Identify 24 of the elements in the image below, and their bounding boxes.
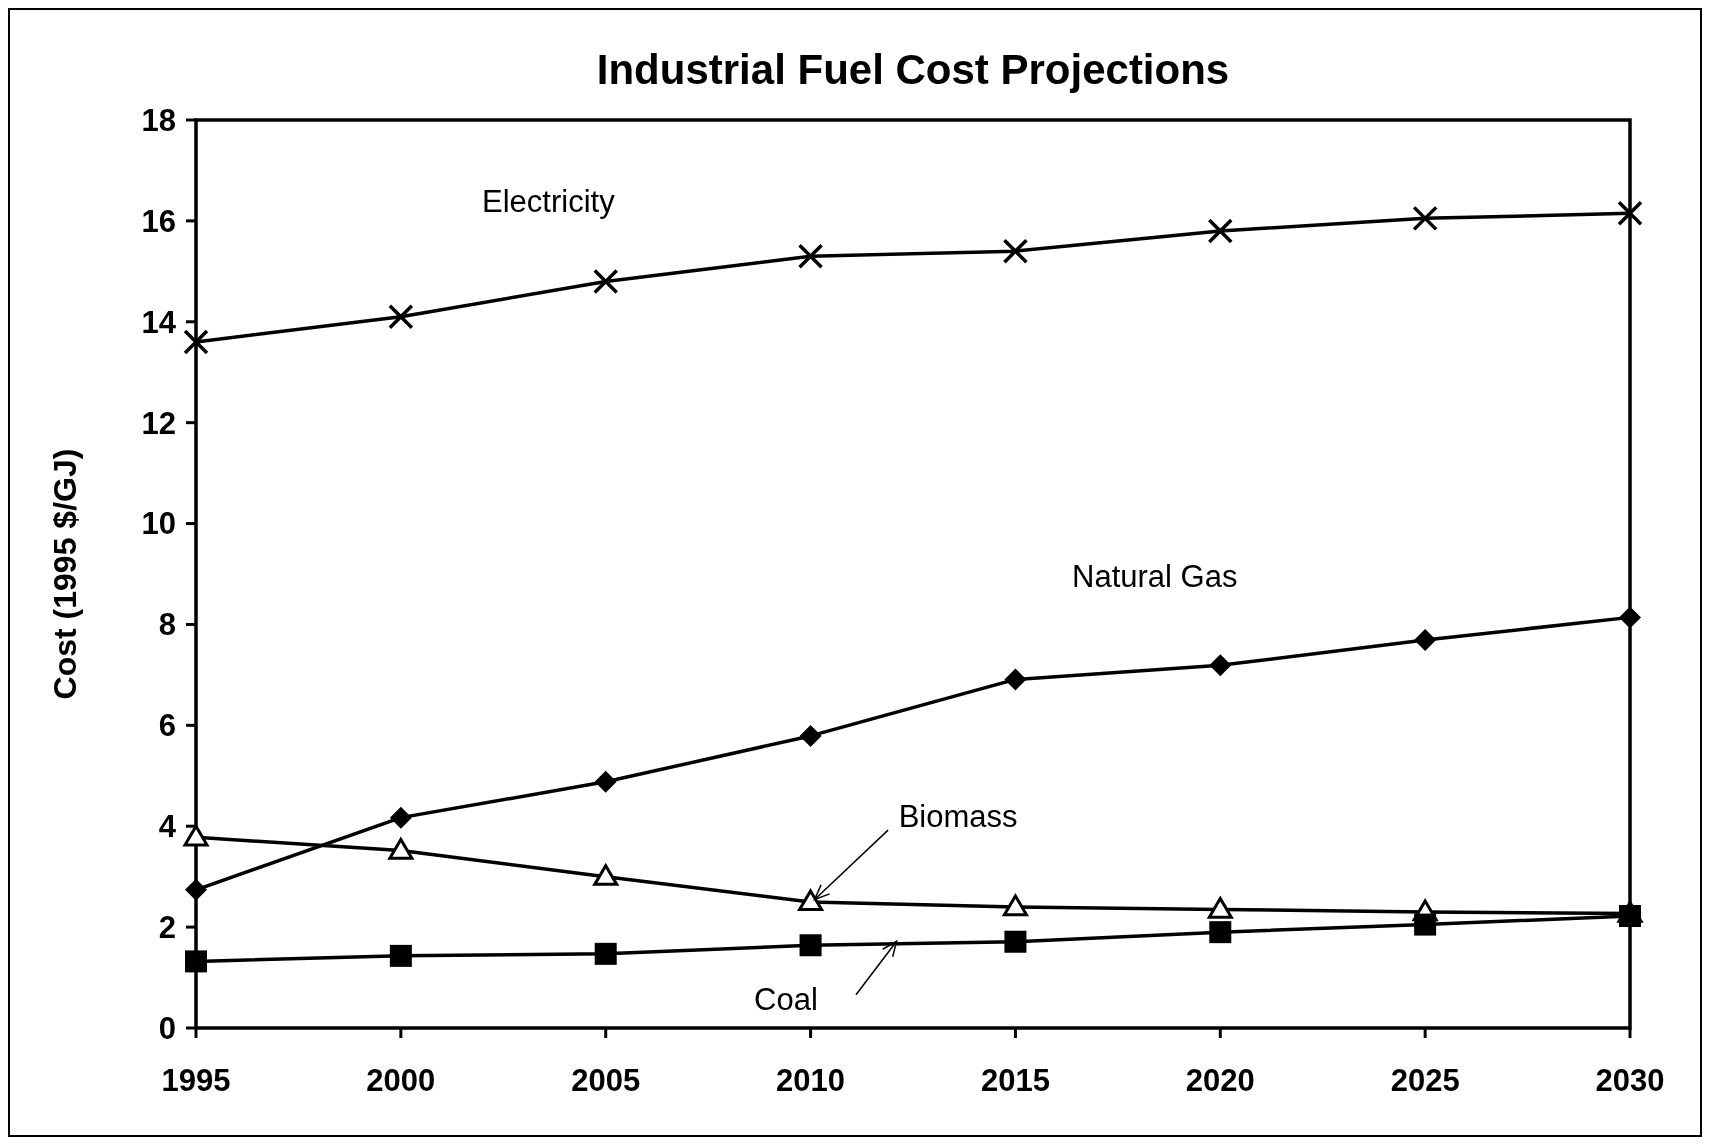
x-tick-label: 2015 [980,1063,1050,1098]
x-tick-label: 2025 [1390,1063,1460,1098]
x-tick-label: 2005 [571,1063,641,1098]
y-axis-title: Cost (1995 $/GJ) [47,448,83,700]
y-tick-label: 8 [158,607,176,643]
y-tick-label: 12 [141,405,176,441]
series-label: Biomass [898,798,1018,834]
x-tick-label: 1995 [161,1063,231,1098]
text: Natural Gas [1072,558,1238,594]
y-tick-label: 10 [141,506,176,542]
y-tick-label: 6 [158,708,176,744]
chart-title: Industrial Fuel Cost Projections [596,46,1230,93]
y-tick-label: 16 [141,203,176,239]
x-tick-label: 2030 [1595,1063,1665,1098]
y-tick-label: 0 [158,1010,176,1046]
x-tick-label: 2010 [776,1063,846,1098]
y-tick-label: 4 [158,809,177,845]
series-label: Electricity [482,183,616,219]
y-tick-label: 14 [141,304,177,340]
y-tick-label: 18 [141,102,176,138]
x-tick-label: 2000 [366,1063,436,1098]
series-label: Coal [754,981,818,1017]
x-tick-label: 2020 [1185,1063,1255,1098]
y-tick-label: 2 [158,909,176,945]
